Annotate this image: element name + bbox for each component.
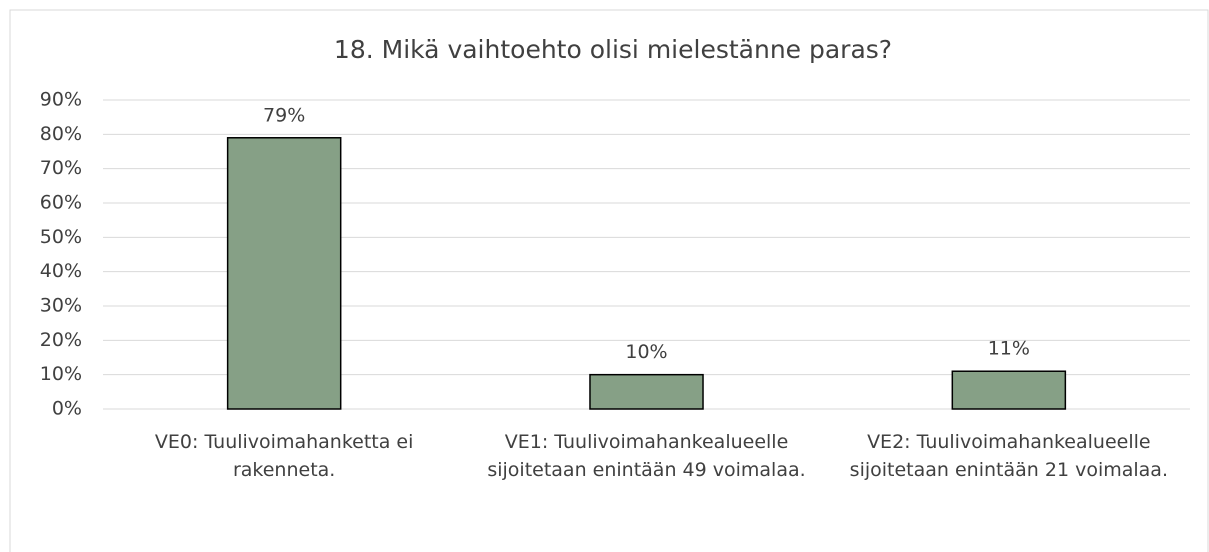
bar <box>951 370 1067 410</box>
y-tick-label: 60% <box>40 192 82 214</box>
x-tick-label: VE0: Tuulivoimahanketta ei rakenneta. <box>154 431 414 481</box>
value-label: 79% <box>263 104 305 126</box>
y-tick-label: 40% <box>40 260 82 282</box>
y-tick-label: 30% <box>40 295 82 317</box>
y-tick-label: 0% <box>52 398 82 420</box>
y-tick-label: 70% <box>40 157 82 179</box>
y-tick-label: 10% <box>40 363 82 385</box>
y-tick-label: 90% <box>40 89 82 111</box>
x-tick-label: VE2: Tuulivoimahankealueelle sijoitetaan… <box>849 431 1168 481</box>
chart-title: 18. Mikä vaihtoehto olisi mielestänne pa… <box>334 35 892 64</box>
value-label: 10% <box>625 341 667 363</box>
value-label: 11% <box>988 338 1030 360</box>
y-tick-label: 20% <box>40 329 82 351</box>
chart-border <box>9 9 1209 552</box>
bar <box>589 373 704 410</box>
y-tick-label: 50% <box>40 226 82 248</box>
bar <box>226 137 342 410</box>
y-tick-label: 80% <box>40 123 82 145</box>
x-tick-label: VE1: Tuulivoimahankealueelle sijoitetaan… <box>487 431 806 481</box>
